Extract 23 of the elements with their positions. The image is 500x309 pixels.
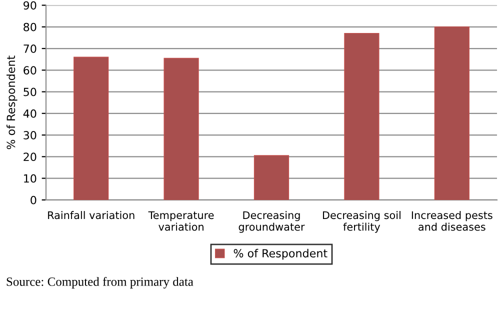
- y-tick-label: 20: [24, 152, 36, 162]
- bar: [74, 56, 109, 200]
- bar: [254, 155, 290, 200]
- source-note: Source: Computed from primary data: [6, 276, 194, 288]
- y-tick-label: 0: [30, 196, 36, 204]
- y-tick-label: 70: [24, 44, 36, 53]
- legend-label: % of Respondent: [234, 248, 328, 260]
- x-tick-label: Increased pests and diseases: [412, 211, 492, 231]
- x-tick-label: Decreasing groundwater: [238, 211, 305, 233]
- x-tick-label: Rainfall variation: [48, 211, 134, 220]
- y-tick-label: 10: [24, 174, 36, 183]
- y-tick-label: 30: [24, 131, 36, 140]
- x-tick-label: Decreasing soil fertility: [323, 211, 400, 233]
- y-tick-label: 90: [24, 1, 36, 10]
- y-tick-label: 80: [24, 22, 36, 32]
- bar: [164, 58, 199, 200]
- x-tick-label: Temperature variation: [148, 211, 214, 231]
- y-tick-label: 40: [23, 109, 36, 118]
- y-tick-label: 50: [24, 88, 36, 96]
- bar: [434, 26, 470, 200]
- y-tick-label: 60: [24, 66, 36, 75]
- y-axis-title: % of Respondent: [6, 56, 18, 150]
- bar: [344, 32, 380, 200]
